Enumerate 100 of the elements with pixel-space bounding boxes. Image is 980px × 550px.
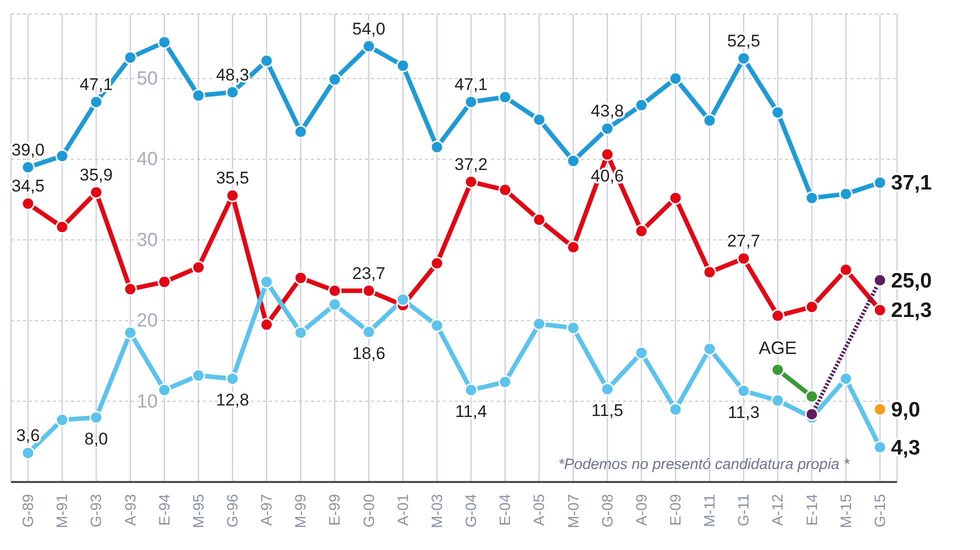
data-label: 34,5	[11, 176, 45, 196]
y-tick-label: 50	[136, 68, 158, 90]
point	[396, 58, 410, 72]
point	[498, 90, 512, 104]
point	[21, 160, 35, 174]
x-tick-label: M-95	[190, 494, 207, 528]
x-tick-label: G-89	[20, 494, 37, 528]
point	[89, 95, 103, 109]
point	[532, 213, 546, 227]
x-tick-label: G-93	[88, 494, 105, 528]
data-label: 11,5	[591, 401, 624, 420]
annotation: *Podemos no presentó candidatura propia *	[558, 456, 850, 473]
x-tick-label: A-01	[394, 494, 412, 526]
point	[430, 256, 444, 270]
x-tick-label: M-11	[701, 494, 718, 528]
point	[294, 326, 308, 340]
point	[702, 114, 716, 128]
point	[260, 275, 274, 289]
point	[192, 368, 206, 382]
x-tick-label: M-03	[428, 494, 446, 528]
data-label: 11,3	[728, 402, 760, 422]
point	[668, 72, 682, 86]
data-label: 27,7	[727, 231, 760, 250]
point	[634, 224, 648, 238]
data-label: 9,0	[890, 398, 920, 421]
x-tick-label: A-12	[769, 494, 786, 526]
point	[192, 260, 206, 274]
data-label: 35,9	[80, 165, 113, 184]
point	[55, 149, 69, 163]
x-tick-label: G-08	[598, 494, 616, 528]
data-label: 25,0	[890, 268, 932, 292]
point	[736, 384, 750, 398]
point	[532, 112, 546, 126]
point	[396, 292, 410, 306]
point	[226, 188, 240, 202]
point	[55, 220, 69, 234]
point	[498, 183, 512, 197]
point	[464, 175, 478, 189]
data-label: 8,0	[84, 429, 108, 448]
data-label: 37,1	[890, 171, 932, 194]
y-tick-label: 30	[136, 229, 158, 250]
point	[464, 95, 478, 109]
point	[805, 390, 819, 404]
y-tick-label: 20	[136, 310, 158, 332]
point	[89, 410, 103, 424]
data-label: 43,8	[590, 102, 624, 121]
data-label: 39,0	[11, 140, 45, 160]
point	[702, 342, 716, 356]
point	[736, 52, 750, 66]
point	[770, 309, 784, 323]
point	[634, 98, 648, 112]
point	[770, 363, 784, 377]
x-tick-label: G-15	[871, 494, 888, 528]
point	[873, 274, 887, 288]
point	[873, 303, 887, 317]
point	[805, 191, 819, 205]
point	[192, 88, 206, 102]
point	[328, 284, 342, 298]
data-label: 47,1	[454, 74, 488, 94]
x-tick-label: A-93	[122, 494, 139, 526]
point	[362, 325, 376, 339]
point	[260, 318, 274, 332]
point	[566, 240, 580, 254]
data-label: 35,5	[216, 168, 250, 188]
point	[124, 326, 138, 340]
point	[873, 402, 887, 416]
x-tick-label: G-04	[462, 494, 480, 528]
point	[498, 375, 512, 389]
point	[158, 35, 172, 49]
x-tick-label: A-09	[632, 494, 650, 526]
point	[328, 298, 342, 312]
point	[21, 196, 35, 210]
x-tick-label: M-99	[292, 494, 310, 528]
x-tick-label: M-07	[564, 494, 582, 528]
x-tick-label: E-04	[496, 494, 514, 526]
x-tick-label: M-91	[54, 494, 71, 528]
point	[294, 271, 308, 285]
x-tick-label: M-15	[837, 494, 854, 528]
x-tick-label: E-09	[667, 494, 684, 526]
x-tick-label: G-11	[735, 494, 752, 526]
point	[430, 318, 444, 332]
point	[805, 300, 819, 314]
point	[328, 72, 342, 86]
point	[430, 140, 444, 154]
point	[839, 187, 853, 201]
point	[600, 148, 614, 162]
x-tick-label: A-97	[258, 494, 276, 526]
point	[158, 383, 172, 397]
x-tick-label: G-00	[360, 494, 378, 528]
point	[805, 407, 819, 421]
point	[464, 383, 478, 397]
x-tick-label: G-96	[224, 494, 241, 528]
data-label: 21,3	[890, 298, 932, 322]
point	[55, 413, 69, 427]
point	[839, 263, 853, 277]
point	[226, 86, 240, 100]
point	[600, 382, 614, 396]
point	[260, 54, 274, 68]
x-tick-label: A-05	[530, 494, 548, 526]
point	[362, 40, 376, 54]
